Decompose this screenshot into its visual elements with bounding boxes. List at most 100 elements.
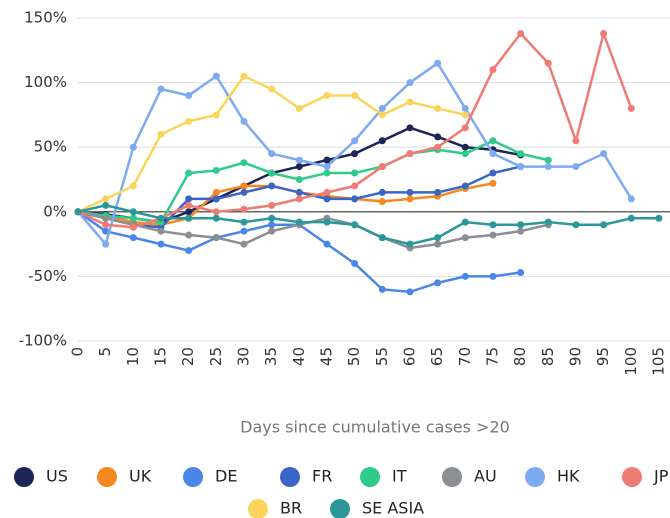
legend-swatch xyxy=(248,499,268,518)
point xyxy=(240,182,248,190)
point xyxy=(185,208,193,216)
point xyxy=(434,234,442,242)
point xyxy=(268,150,276,158)
point xyxy=(378,188,386,196)
point xyxy=(157,130,165,138)
point xyxy=(406,188,414,196)
point xyxy=(406,79,414,87)
point xyxy=(212,214,220,222)
point xyxy=(544,218,552,226)
point xyxy=(489,179,497,187)
point xyxy=(185,201,193,209)
point xyxy=(600,150,608,158)
point xyxy=(406,124,414,132)
x-tick-label: 55 xyxy=(373,347,391,366)
point xyxy=(129,223,137,231)
point xyxy=(212,72,220,80)
point xyxy=(323,92,331,100)
x-tick-label: 45 xyxy=(317,347,335,366)
legend-label: FR xyxy=(312,467,332,486)
point xyxy=(268,227,276,235)
point xyxy=(351,137,359,145)
point xyxy=(627,195,635,203)
point xyxy=(295,218,303,226)
point xyxy=(240,227,248,235)
point xyxy=(406,98,414,106)
point xyxy=(102,195,110,203)
legend-item: SE ASIA xyxy=(330,499,424,518)
legend-label: BR xyxy=(280,499,302,518)
point xyxy=(434,143,442,151)
point xyxy=(102,227,110,235)
legend-item: IT xyxy=(360,467,407,487)
point xyxy=(185,214,193,222)
legend-swatch xyxy=(280,467,300,487)
legend-item: BR xyxy=(248,499,302,518)
series-line xyxy=(77,204,659,246)
point xyxy=(544,156,552,164)
y-tick-label: 50% xyxy=(34,138,67,156)
point xyxy=(572,221,580,229)
point xyxy=(185,169,193,177)
point xyxy=(655,214,663,222)
point xyxy=(378,137,386,145)
point xyxy=(378,163,386,171)
point xyxy=(323,240,331,248)
point xyxy=(102,214,110,222)
point xyxy=(102,221,110,229)
point xyxy=(185,247,193,255)
legend-label: UK xyxy=(129,467,152,486)
legend-item: DE xyxy=(183,467,237,487)
point xyxy=(544,163,552,171)
point xyxy=(157,227,165,235)
legend-label: DE xyxy=(215,467,237,486)
point xyxy=(406,288,414,296)
point xyxy=(295,195,303,203)
point xyxy=(378,234,386,242)
point xyxy=(129,214,137,222)
point xyxy=(434,133,442,141)
point xyxy=(129,143,137,151)
point xyxy=(351,92,359,100)
point xyxy=(323,163,331,171)
point xyxy=(461,124,469,132)
point xyxy=(185,195,193,203)
series xyxy=(74,124,525,226)
x-tick-label: 75 xyxy=(483,347,501,366)
point xyxy=(129,234,137,242)
point xyxy=(240,188,248,196)
point xyxy=(572,137,580,145)
series xyxy=(74,72,469,216)
x-tick-label: 60 xyxy=(400,347,418,366)
series xyxy=(74,137,552,226)
point xyxy=(323,218,331,226)
legend-label: IT xyxy=(392,467,407,486)
point xyxy=(212,195,220,203)
point xyxy=(295,156,303,164)
y-tick-label: -100% xyxy=(19,332,67,350)
point xyxy=(268,85,276,93)
point xyxy=(461,104,469,112)
point xyxy=(434,104,442,112)
point xyxy=(489,221,497,229)
legend-item: FR xyxy=(280,467,332,487)
point xyxy=(268,182,276,190)
point xyxy=(572,163,580,171)
point xyxy=(185,117,193,125)
legend-label: JP xyxy=(653,467,669,486)
point xyxy=(268,214,276,222)
point xyxy=(212,111,220,119)
point xyxy=(351,169,359,177)
point xyxy=(185,92,193,100)
point xyxy=(461,272,469,280)
x-tick-label: 70 xyxy=(456,347,474,366)
point xyxy=(240,72,248,80)
x-tick-label: 65 xyxy=(428,347,446,366)
series-line xyxy=(77,139,549,224)
x-axis-title: Days since cumulative cases >20 xyxy=(240,418,510,437)
legend-swatch xyxy=(442,467,462,487)
x-tick-label: 100 xyxy=(622,347,640,376)
point xyxy=(461,182,469,190)
series-line xyxy=(77,210,549,250)
x-tick-label: 20 xyxy=(179,347,197,366)
